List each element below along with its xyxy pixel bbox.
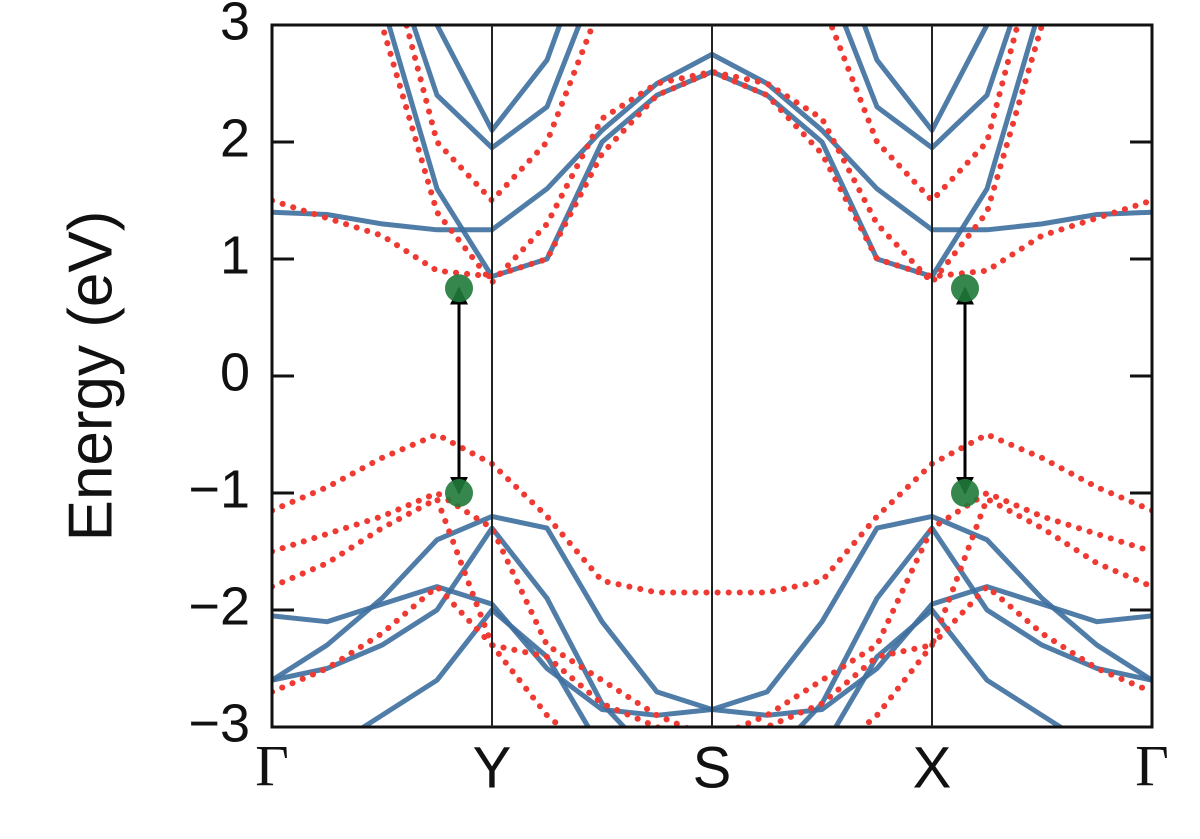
band-line: [272, 495, 1152, 727]
y-tick-label: −2: [188, 576, 250, 636]
x-tick-label: X: [913, 735, 952, 800]
band-line: [410, 25, 1014, 151]
extremum-marker: [951, 479, 979, 507]
band-line: [272, 525, 1152, 727]
extremum-marker: [445, 479, 473, 507]
extremum-marker: [951, 274, 979, 303]
y-tick-label: −1: [188, 459, 250, 519]
y-tick-label: 0: [220, 342, 250, 402]
y-tick-label: 3: [220, 0, 250, 51]
y-axis-label: Energy (eV): [56, 211, 125, 542]
y-tick-label: 1: [220, 225, 250, 285]
band-line: [359, 607, 1065, 727]
x-tick-label: Γ: [1135, 733, 1169, 798]
x-tick-label: S: [693, 735, 732, 800]
band-line: [403, 25, 1021, 204]
band-line: [272, 490, 1152, 727]
y-tick-label: −3: [188, 693, 250, 753]
y-tick-label: 2: [220, 108, 250, 168]
extremum-marker: [445, 274, 473, 303]
x-tick-label: Γ: [255, 733, 289, 798]
x-tick-label: Y: [473, 735, 512, 800]
